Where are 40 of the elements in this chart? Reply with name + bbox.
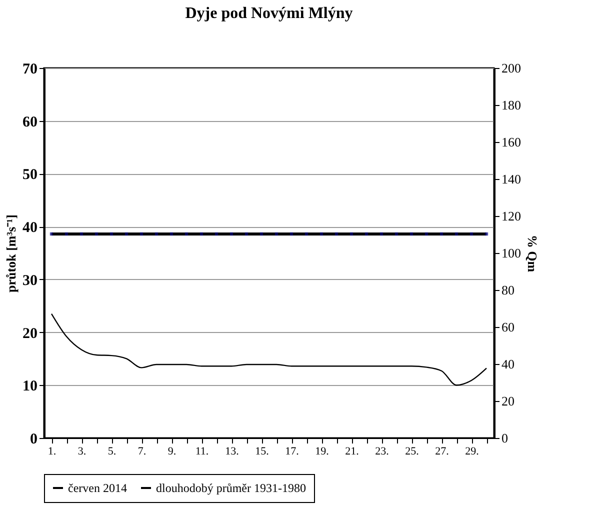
y2-tick-label: 160 [502, 134, 521, 150]
y-tick-label: 20 [22, 326, 38, 342]
x-tick-label: 7. [138, 446, 146, 458]
x-tick-label: 23. [375, 446, 390, 458]
legend-label: červen 2014 [68, 481, 127, 495]
y2-tick-label: 140 [502, 172, 521, 186]
x-tick-label: 29. [465, 446, 480, 458]
y-tick-label: 10 [22, 378, 38, 395]
y-tick-label: 40 [22, 220, 38, 236]
y-axis-title: průtok [m³s⁻¹] [4, 214, 18, 292]
x-tick-label: 3. [78, 446, 86, 458]
y2-tick-label: 60 [502, 320, 514, 334]
y2-tick-label: 80 [502, 282, 514, 298]
x-tick-label: 11. [195, 446, 209, 458]
chart-title: Dyje pod Novými Mlýny [185, 5, 353, 22]
y2-tick-label: 0 [502, 430, 508, 446]
x-tick-label: 19. [315, 446, 330, 458]
y2-tick-label: 120 [502, 208, 521, 224]
x-tick-label: 15. [255, 446, 270, 458]
y-tick-label: 0 [30, 432, 38, 448]
y-tick-label: 30 [22, 272, 38, 289]
y-tick-label: 60 [22, 114, 38, 130]
y2-tick-label: 20 [502, 394, 514, 408]
line-series [50, 313, 488, 386]
y2-tick-label: 100 [502, 246, 521, 260]
y2-tick-label: 180 [502, 98, 521, 112]
x-tick-label: 17. [285, 446, 300, 458]
y2-tick-label: 200 [502, 60, 521, 76]
x-tick-label: 9. [168, 446, 176, 458]
y2-tick-label: 40 [502, 356, 514, 372]
legend-label: dlouhodobý průměr 1931-1980 [156, 481, 306, 495]
x-tick-label: 21. [345, 446, 360, 458]
y2-axis-title: % Qm [525, 234, 540, 272]
x-tick-label: 1. [48, 446, 56, 458]
x-tick-label: 5. [108, 446, 116, 458]
x-tick-label: 13. [225, 446, 240, 458]
y-tick-label: 70 [22, 62, 38, 78]
x-tick-label: 25. [405, 446, 420, 458]
y-tick-label: 50 [22, 167, 38, 184]
x-tick-label: 27. [435, 446, 450, 458]
